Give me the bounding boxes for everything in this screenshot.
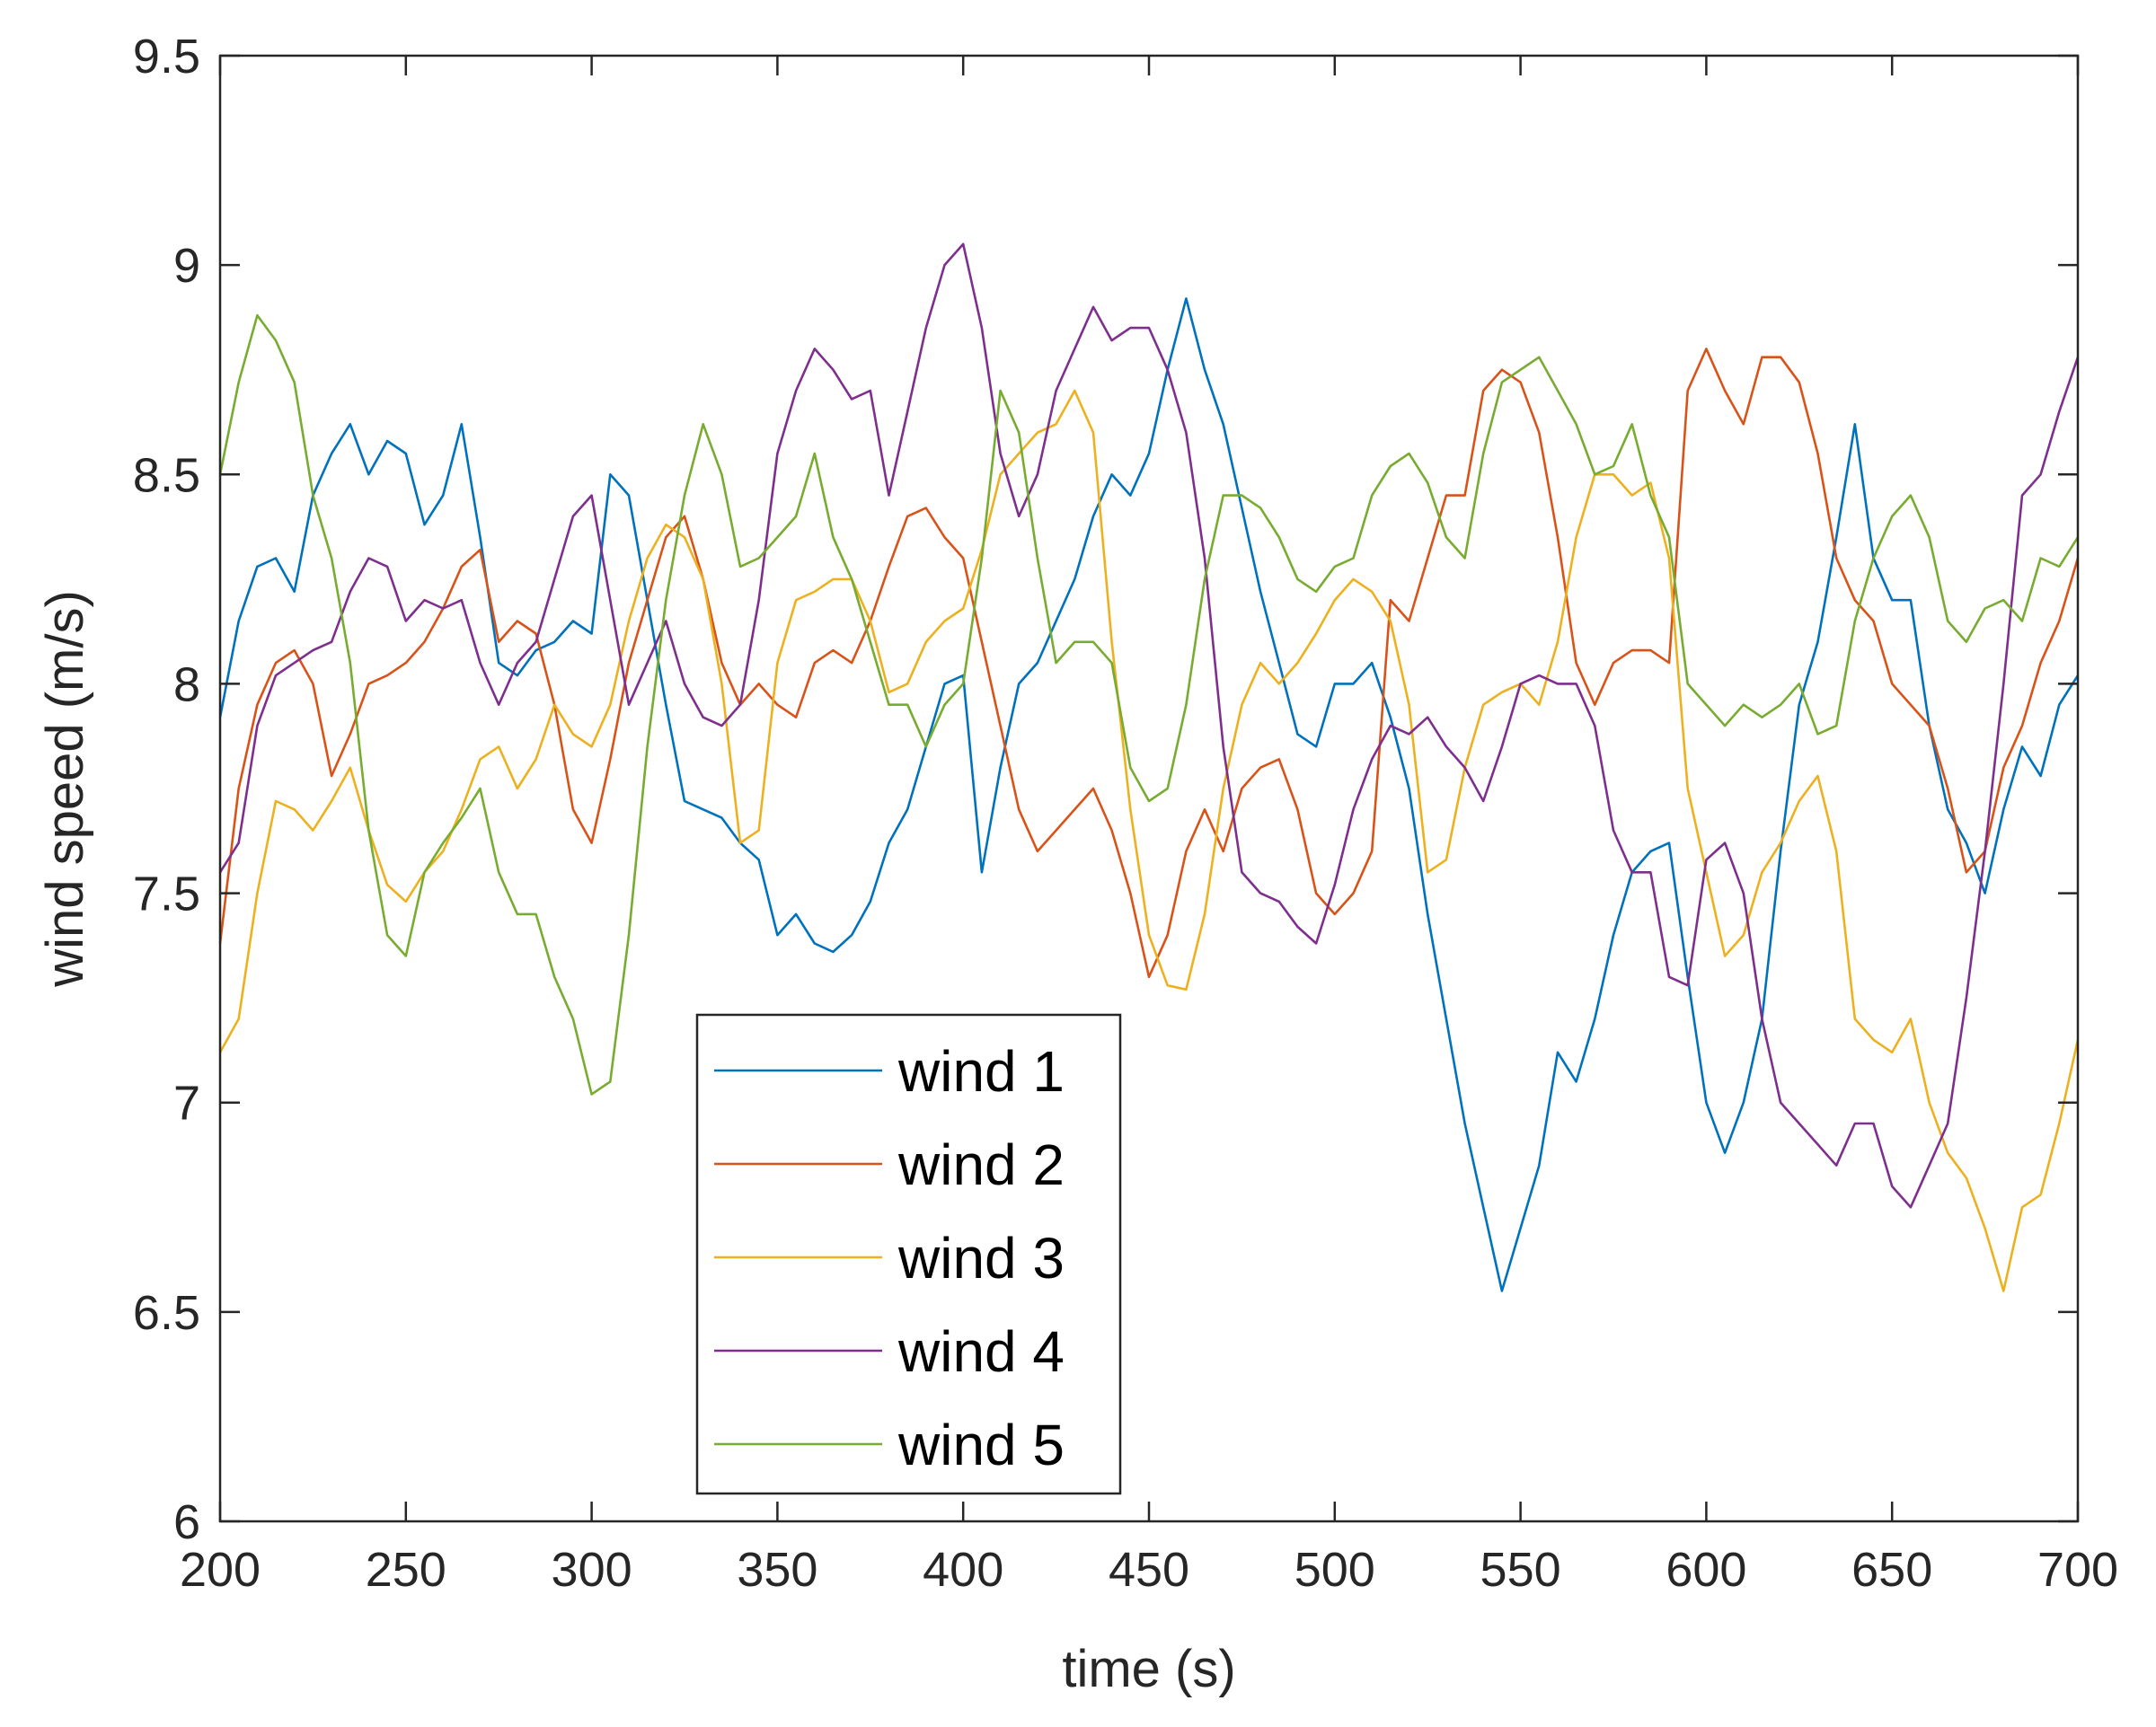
plot-area: [220, 56, 2078, 1521]
x-tick-label: 600: [1666, 1543, 1746, 1597]
plot-frame: [218, 54, 2080, 1523]
x-tick-label: 400: [923, 1543, 1003, 1597]
series-layer: [218, 242, 2080, 1292]
y-tick-label: 8: [173, 657, 200, 711]
y-tick-label: 6.5: [133, 1286, 200, 1340]
legend-box: [695, 1013, 1122, 1495]
series-line-4: [218, 242, 2080, 1209]
y-tick-label: 7.5: [133, 868, 200, 921]
legend-label-1: wind 1: [897, 1039, 1065, 1104]
y-tick-label: 8.5: [133, 448, 200, 502]
tick-labels-layer: 200 250 300 350 400 450 500 550 600 650 700 6 6.5 7 7.…: [133, 30, 2118, 1597]
y-tick-label: 9.5: [133, 30, 200, 84]
x-tick-label: 300: [552, 1543, 632, 1597]
legend-label-4: wind 4: [897, 1319, 1065, 1384]
legend-label-5: wind 5: [897, 1413, 1065, 1477]
y-axis-label: wind speed (m/s): [36, 590, 94, 988]
x-tick-label: 500: [1294, 1543, 1375, 1597]
x-tick-label: 250: [366, 1543, 446, 1597]
y-tick-label: 7: [173, 1077, 200, 1131]
legend-label-3: wind 3: [897, 1226, 1065, 1291]
x-tick-label: 700: [2037, 1543, 2118, 1597]
x-tick-label: 450: [1109, 1543, 1189, 1597]
x-tick-label: 350: [737, 1543, 817, 1597]
x-tick-label: 200: [180, 1543, 261, 1597]
y-tick-label: 6: [173, 1495, 200, 1549]
x-tick-label: 650: [1851, 1543, 1932, 1597]
legend-label-2: wind 2: [897, 1132, 1065, 1197]
x-tick-label: 550: [1480, 1543, 1561, 1597]
y-tick-label: 9: [173, 239, 200, 293]
series-line-3: [218, 389, 2080, 1292]
x-axis-label: time (s): [1062, 1640, 1235, 1698]
series-line-2: [218, 348, 2080, 979]
legend: wind 1 wind 2 wind 3 wind 4 wind 5: [695, 1013, 1122, 1495]
series-line-1: [218, 297, 2080, 1292]
series-line-5: [218, 313, 2080, 1096]
